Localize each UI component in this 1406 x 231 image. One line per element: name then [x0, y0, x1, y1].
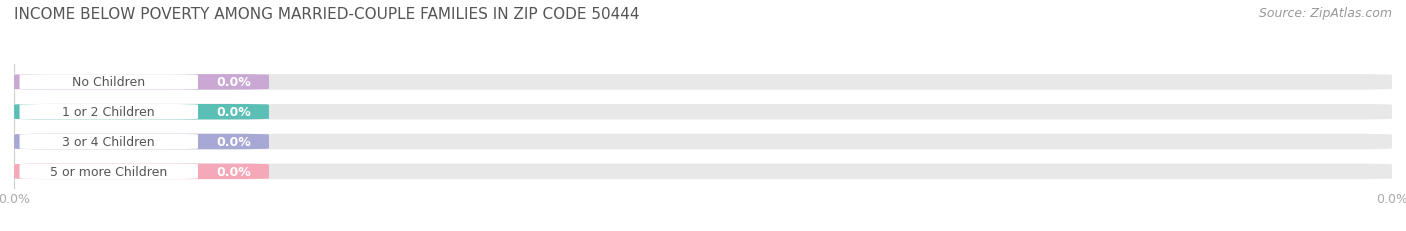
Text: 0.0%: 0.0%	[217, 106, 250, 119]
FancyBboxPatch shape	[14, 75, 1392, 90]
FancyBboxPatch shape	[14, 164, 1392, 179]
Text: Source: ZipAtlas.com: Source: ZipAtlas.com	[1258, 7, 1392, 20]
Text: No Children: No Children	[72, 76, 145, 89]
Text: 3 or 4 Children: 3 or 4 Children	[62, 135, 155, 148]
FancyBboxPatch shape	[14, 134, 269, 150]
FancyBboxPatch shape	[14, 75, 269, 90]
Text: 0.0%: 0.0%	[217, 76, 250, 89]
FancyBboxPatch shape	[14, 104, 269, 120]
FancyBboxPatch shape	[20, 75, 198, 90]
Text: 0.0%: 0.0%	[217, 165, 250, 178]
FancyBboxPatch shape	[14, 164, 269, 179]
Text: 1 or 2 Children: 1 or 2 Children	[62, 106, 155, 119]
Text: INCOME BELOW POVERTY AMONG MARRIED-COUPLE FAMILIES IN ZIP CODE 50444: INCOME BELOW POVERTY AMONG MARRIED-COUPL…	[14, 7, 640, 22]
FancyBboxPatch shape	[20, 164, 198, 179]
FancyBboxPatch shape	[14, 134, 1392, 150]
FancyBboxPatch shape	[20, 134, 198, 149]
FancyBboxPatch shape	[20, 105, 198, 120]
FancyBboxPatch shape	[14, 104, 1392, 120]
Text: 0.0%: 0.0%	[217, 135, 250, 148]
Text: 5 or more Children: 5 or more Children	[51, 165, 167, 178]
